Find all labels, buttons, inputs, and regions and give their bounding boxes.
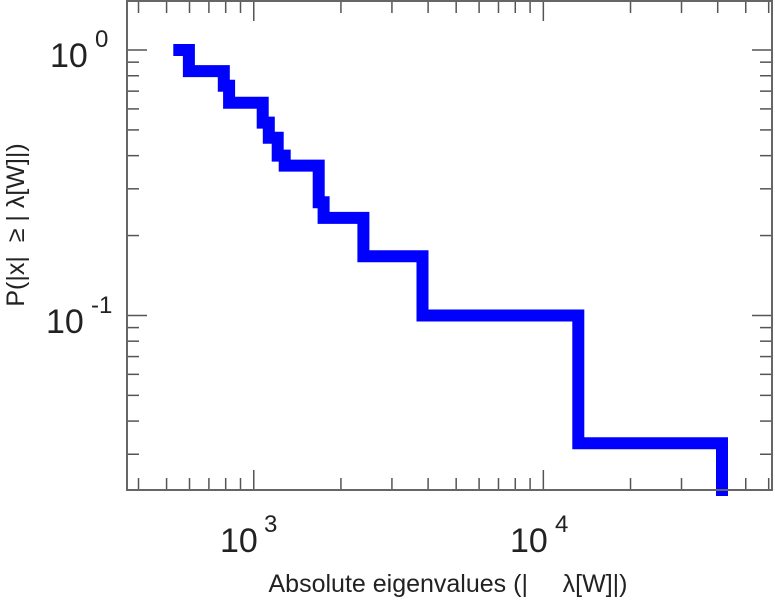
x-axis-label: Absolute eigenvalues (| λ[W]|): [269, 570, 628, 598]
x-tick-base: 10: [220, 522, 258, 560]
y-tick-base: 10: [50, 37, 88, 75]
y-axis-label: P(|x| ≥ | λ[W]|): [2, 143, 30, 306]
series-group: [173, 44, 728, 496]
y-tick-label-0: 10 0: [50, 26, 108, 75]
x-tick-base: 10: [510, 522, 548, 560]
y-tick-exp: 0: [95, 26, 108, 53]
x-tick-exp: 3: [264, 511, 277, 538]
x-tick-exp: 4: [555, 511, 568, 538]
axis-ticks: [127, 1, 772, 490]
x-tick-label-1: 10 4: [510, 511, 568, 560]
y-tick-label-1: 10 -1: [46, 292, 112, 341]
series-line-ccdf: [173, 44, 728, 496]
x-tick-label-0: 10 3: [220, 511, 277, 560]
y-tick-base: 10: [46, 303, 84, 341]
y-tick-exp: -1: [91, 292, 112, 319]
plot-frame: [126, 0, 773, 491]
